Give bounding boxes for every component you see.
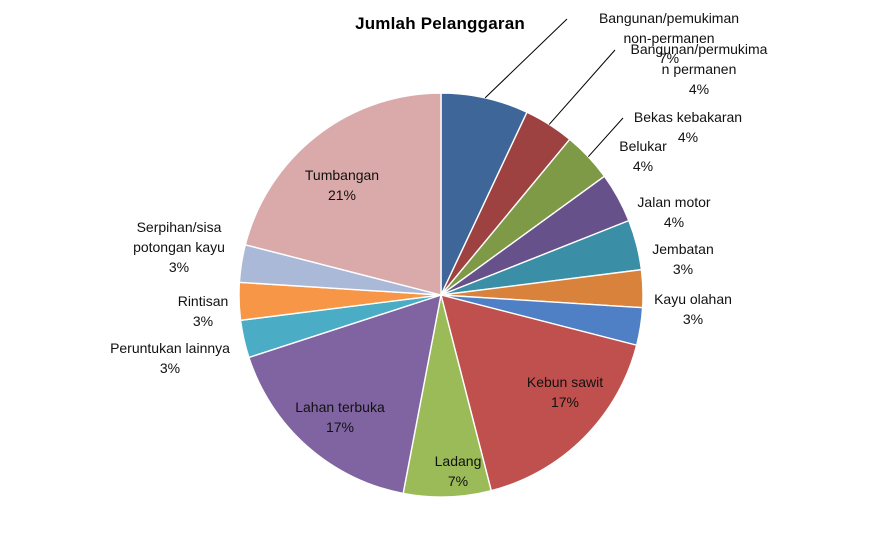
- data-label-line: Jembatan: [652, 241, 713, 257]
- data-label-7: Kayu olahan 3%: [654, 291, 732, 327]
- data-label-4: Belukar 4%: [619, 138, 667, 174]
- data-label-1: Bangunan/pemukiman non-permanen 7%: [599, 10, 739, 66]
- data-label-line: Lahan terbuka: [295, 399, 385, 415]
- data-label-line: 17%: [551, 394, 579, 410]
- leader-line-3: [587, 117, 624, 158]
- data-label-line: 7%: [659, 50, 679, 66]
- data-label-9: Ladang 7%: [435, 453, 482, 489]
- data-label-10: Lahan terbuka 17%: [295, 399, 385, 435]
- data-label-line: 3%: [193, 313, 213, 329]
- pie-slice-10: [248, 293, 442, 495]
- data-label-line: Kebun sawit: [527, 374, 603, 390]
- data-label-line: Bekas kebakaran: [634, 109, 742, 125]
- leader-line-2: [548, 49, 616, 125]
- data-label-line: 4%: [689, 81, 709, 97]
- data-label-line: Serpihan/sisa: [137, 219, 222, 235]
- pie-slice-14: [244, 92, 442, 296]
- data-label-8: Kebun sawit 17%: [527, 374, 603, 410]
- leader-line-1: [484, 18, 568, 99]
- data-label-line: Rintisan: [178, 293, 229, 309]
- data-label-14: Tumbangan 21%: [305, 167, 379, 203]
- data-label-line: Tumbangan: [305, 167, 379, 183]
- data-label-line: n permanen: [662, 61, 737, 77]
- data-label-line: 3%: [673, 261, 693, 277]
- data-label-line: 3%: [683, 311, 703, 327]
- data-label-11: Peruntukan lainnya 3%: [110, 340, 230, 376]
- pie-slice-8: [440, 294, 638, 492]
- data-label-line: 7%: [448, 473, 468, 489]
- data-label-line: Peruntukan lainnya: [110, 340, 230, 356]
- data-label-line: 17%: [326, 419, 354, 435]
- data-label-line: Belukar: [619, 138, 667, 154]
- data-label-line: Kayu olahan: [654, 291, 732, 307]
- data-label-line: non-permanen: [623, 30, 714, 46]
- data-label-line: Bangunan/pemukiman: [599, 10, 739, 26]
- data-label-line: 21%: [328, 187, 356, 203]
- data-label-line: 3%: [169, 259, 189, 275]
- data-label-13: Serpihan/sisa potongan kayu 3%: [133, 219, 225, 275]
- chart-title: Jumlah Pelanggaran: [355, 14, 525, 33]
- data-label-line: potongan kayu: [133, 239, 225, 255]
- data-label-line: Bangunan/permukima: [631, 41, 768, 57]
- data-label-line: Ladang: [435, 453, 482, 469]
- data-label-line: 3%: [160, 360, 180, 376]
- data-label-line: 4%: [633, 158, 653, 174]
- data-label-3: Bekas kebakaran 4%: [634, 109, 742, 145]
- data-label-2: Bangunan/permukima n permanen 4%: [631, 41, 768, 97]
- data-label-5: Jalan motor 4%: [637, 194, 710, 230]
- data-label-line: 4%: [664, 214, 684, 230]
- data-label-12: Rintisan 3%: [178, 293, 229, 329]
- data-label-line: Jalan motor: [637, 194, 710, 210]
- data-label-6: Jembatan 3%: [652, 241, 713, 277]
- data-label-line: 4%: [678, 129, 698, 145]
